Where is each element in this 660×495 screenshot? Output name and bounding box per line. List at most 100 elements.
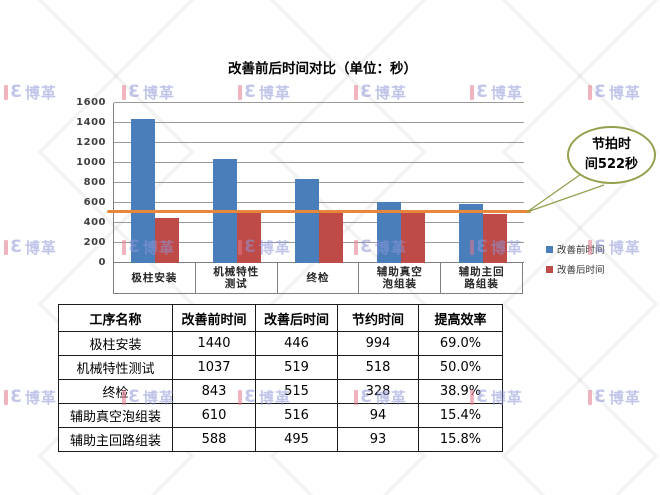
- legend-item: 改善前时间: [546, 242, 605, 256]
- gridline: [114, 182, 524, 183]
- table-cell: 93: [337, 427, 419, 452]
- table-cell: 50.0%: [418, 355, 503, 380]
- watermark-brand-text: 博革: [608, 389, 641, 407]
- legend-label: 改善后时间: [557, 265, 605, 276]
- callout-text-line2: 间522秒: [584, 157, 639, 172]
- table-cell: 1440: [172, 331, 256, 356]
- category-label-line: 路组装: [464, 278, 499, 290]
- gridline: [114, 202, 524, 203]
- x-axis-category-label: 机械特性 测试: [194, 263, 277, 293]
- watermark-brand-mark: [354, 85, 358, 100]
- x-axis-category-label: 极柱安装: [114, 263, 195, 293]
- watermark-brand-mark: [4, 85, 8, 100]
- table-cell: 516: [255, 403, 338, 428]
- category-label-line: 辅助真空: [376, 266, 423, 278]
- bar-after: [155, 218, 179, 263]
- legend-swatch: [546, 245, 553, 253]
- legend-item: 改善后时间: [546, 262, 605, 276]
- table-row: 辅助真空泡组装 610 516 94 15.4%: [58, 403, 503, 428]
- chart-title: 改善前后时间对比（单位：秒）: [228, 61, 417, 77]
- watermark-brand-text: 博革: [24, 239, 57, 257]
- table-cell: 588: [172, 427, 256, 452]
- y-axis-tick-label: 1600: [76, 97, 106, 108]
- watermark-brand-text: 博革: [24, 389, 57, 407]
- x-axis-category-label: 辅助主回 路组装: [440, 263, 522, 293]
- table-cell: 446: [255, 331, 338, 356]
- table-body: 极柱安装 1440 446 994 69.0% 机械特性测试 1037 519 518 50.0%…: [58, 331, 503, 452]
- category-label-line: 测试: [224, 278, 248, 290]
- table-cell: 495: [255, 427, 338, 452]
- x-axis-category-label: 辅助真空 泡组装: [358, 263, 440, 293]
- watermark-brand-text: 博革: [490, 84, 523, 102]
- table-cell: 94: [337, 403, 419, 428]
- table-cell: 极柱安装: [58, 331, 173, 356]
- watermark-brand-mark: [4, 240, 8, 255]
- table-row: 辅助主回路组装 588 495 93 15.8%: [58, 427, 503, 452]
- watermark-brand-mark: [238, 85, 242, 100]
- watermark-brand-glyph: 3: [360, 82, 372, 102]
- table-cell: 843: [172, 379, 256, 404]
- watermark-brand-text: 博革: [608, 84, 641, 102]
- category-label-line: 辅助主回: [458, 266, 505, 278]
- bar-before: [295, 178, 319, 263]
- watermark-brand-glyph: 3: [244, 82, 256, 102]
- table-cell: 610: [172, 403, 256, 428]
- y-axis-tick-label: 1000: [76, 157, 106, 168]
- watermark-logo: 3 博革: [4, 237, 57, 258]
- category-label-line: 终检: [306, 272, 330, 284]
- watermark-brand-text: 博革: [258, 84, 291, 102]
- watermark-brand-glyph: 3: [594, 82, 606, 102]
- watermark-brand-text: 博革: [142, 84, 175, 102]
- watermark-logo: 3 博革: [122, 82, 175, 103]
- table-cell: 328: [337, 379, 419, 404]
- legend-label: 改善前时间: [557, 245, 605, 256]
- summary-table: 工序名称 改善前时间 改善后时间 节约时间 提高效率 极柱安装 1440 446 994 69.…: [58, 304, 503, 452]
- callout-text-line1: 节拍时: [591, 137, 631, 152]
- watermark-brand-text: 博革: [374, 84, 407, 102]
- legend: 改善前时间改善后时间: [546, 242, 605, 276]
- watermark-brand-glyph: 3: [594, 387, 606, 407]
- bar-before: [459, 204, 483, 263]
- watermark-logo: 3 博革: [4, 82, 57, 103]
- table-row: 极柱安装 1440 446 994 69.0%: [58, 331, 503, 356]
- table-cell: 515: [255, 379, 338, 404]
- table-row: 机械特性测试 1037 519 518 50.0%: [58, 355, 503, 380]
- table-cell: 518: [337, 355, 419, 380]
- x-axis-labels: 极柱安装 机械特性 测试 终检 辅助真空 泡组装 辅助主回 路组装: [113, 263, 523, 294]
- y-axis-tick-label: 800: [83, 177, 106, 188]
- watermark-brand-mark: [4, 390, 8, 405]
- table-header-row: 工序名称 改善前时间 改善后时间 节约时间 提高效率: [58, 304, 503, 332]
- plot-area: [113, 102, 524, 263]
- x-axis-category-label: 终检: [276, 263, 359, 293]
- table-cell: 1037: [172, 355, 256, 380]
- table-cell: 机械特性测试: [58, 355, 173, 380]
- y-axis-tick-label: 400: [83, 217, 106, 228]
- bar-after: [319, 211, 343, 263]
- y-axis-tick-label: 1400: [76, 117, 106, 128]
- watermark-logo: 3 博革: [470, 82, 523, 103]
- watermark-logo: 3 博革: [238, 82, 291, 103]
- category-label-line: 泡组装: [382, 278, 418, 290]
- gridline: [114, 122, 524, 123]
- table-header-cell: 工序名称: [58, 304, 173, 332]
- table-cell: 994: [337, 331, 419, 356]
- watermark-brand-mark: [122, 85, 126, 100]
- bar-before: [131, 119, 155, 263]
- table-row: 终检 843 515 328 38.9%: [58, 379, 503, 404]
- bar-after: [401, 211, 425, 263]
- table-cell: 69.0%: [418, 331, 503, 356]
- table-cell: 辅助真空泡组装: [58, 403, 173, 428]
- watermark-brand-mark: [470, 85, 474, 100]
- gridline: [114, 142, 524, 143]
- gridline: [114, 162, 524, 163]
- table-header-cell: 提高效率: [418, 304, 503, 332]
- bar-after: [237, 211, 261, 263]
- table-header-cell: 改善后时间: [255, 304, 338, 332]
- watermark-brand-glyph: 3: [10, 237, 22, 257]
- table-cell: 终检: [58, 379, 173, 404]
- table-cell: 15.4%: [418, 403, 503, 428]
- y-axis-tick-label: 200: [83, 237, 106, 248]
- watermark-brand-text: 博革: [24, 84, 57, 102]
- watermark-logo: 3 博革: [588, 387, 641, 408]
